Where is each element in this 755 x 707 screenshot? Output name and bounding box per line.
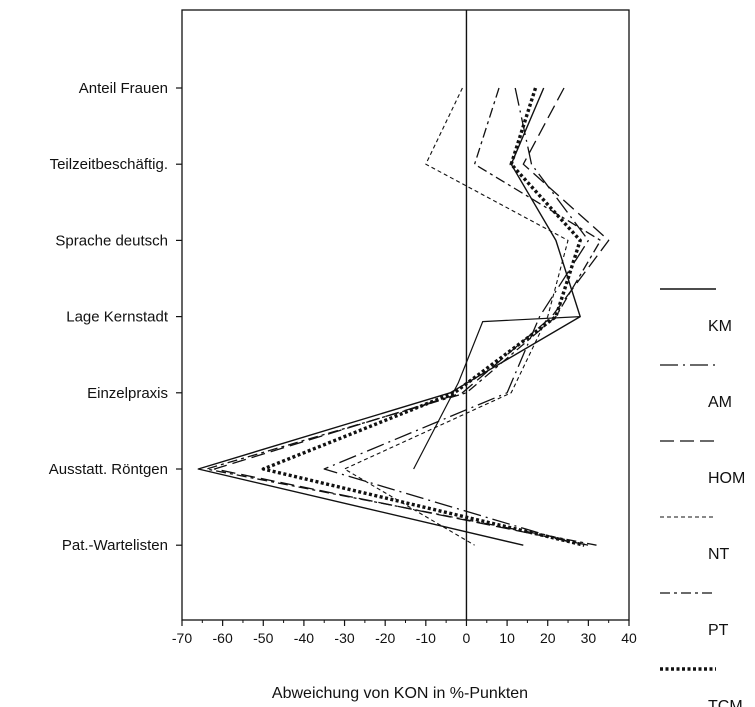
- category-label: Lage Kernstadt: [66, 309, 169, 326]
- plot-area: [181, 9, 630, 621]
- x-tick-label: -10: [416, 630, 436, 646]
- category-labels: Anteil Frauen Teilzeitbeschäftig. Sprache …: [49, 80, 182, 554]
- x-tick-label: 40: [621, 630, 637, 646]
- series-line-pt: [205, 87, 602, 546]
- x-axis: -70 -60 -50 -40 -30 -20 -10 0 10 20 30 40: [172, 620, 637, 646]
- legend-label-tcm: TCM: [708, 698, 743, 707]
- x-tick-label: 30: [581, 630, 597, 646]
- x-tick-label: 20: [540, 630, 556, 646]
- x-tick-label: -30: [334, 630, 354, 646]
- series-lines: [197, 87, 610, 547]
- series-line-hom: [213, 87, 610, 546]
- series-line-tcm: [261, 87, 585, 547]
- category-label: Ausstatt. Röntgen: [49, 461, 168, 478]
- x-axis-title: Abweichung von KON in %-Punkten: [272, 685, 528, 702]
- legend-label-hom: HOM: [708, 470, 745, 487]
- x-tick-label: -50: [253, 630, 273, 646]
- legend: KM AM HOM NT PT TCM: [660, 288, 745, 707]
- series-line-am: [323, 87, 590, 546]
- x-tick-label: -20: [375, 630, 395, 646]
- x-tick-label: -40: [294, 630, 314, 646]
- x-tick-label: -60: [213, 630, 233, 646]
- x-tick-label: 10: [499, 630, 515, 646]
- series-line-nt: [343, 87, 569, 546]
- category-label: Sprache deutsch: [55, 232, 168, 249]
- x-tick-label: -70: [172, 630, 192, 646]
- plot-border: [181, 9, 630, 621]
- legend-label-pt: PT: [708, 622, 729, 639]
- category-label: Pat.-Wartelisten: [62, 537, 168, 554]
- x-tick-label: 0: [463, 630, 471, 646]
- legend-label-km: KM: [708, 318, 732, 335]
- series-line-km-branch: [413, 316, 581, 470]
- category-label: Anteil Frauen: [79, 80, 168, 97]
- category-label: Einzelpraxis: [87, 385, 168, 402]
- category-label: Teilzeitbeschäftig.: [50, 156, 168, 173]
- series-line-km: [197, 87, 581, 546]
- legend-label-am: AM: [708, 394, 732, 411]
- legend-label-nt: NT: [708, 546, 730, 563]
